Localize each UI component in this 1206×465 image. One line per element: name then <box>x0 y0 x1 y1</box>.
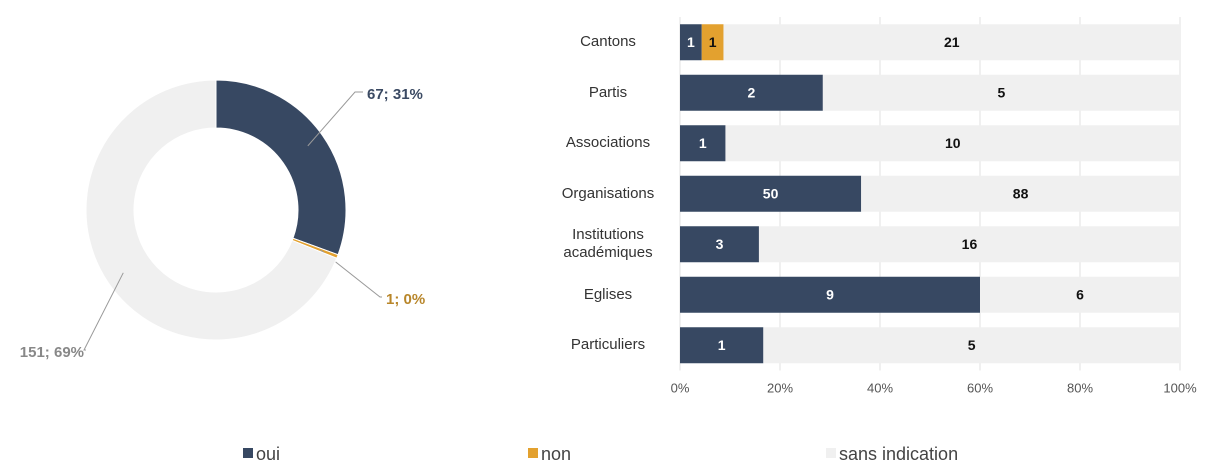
data-label: 3 <box>716 236 724 252</box>
data-label: 67; 31% <box>367 86 423 103</box>
bar-segment <box>980 276 1180 313</box>
bar-segment <box>763 327 1180 364</box>
bar-segment <box>680 74 823 111</box>
y-tick-label: Partis <box>588 83 628 101</box>
x-tick-label: 20% <box>767 380 793 395</box>
x-tick-label: 100% <box>1163 380 1197 395</box>
legend-label: oui <box>256 444 280 464</box>
bar-segment <box>861 175 1180 212</box>
data-label: 1; 0% <box>386 291 425 308</box>
bar-segment <box>725 125 1180 162</box>
bar-segment <box>680 125 726 162</box>
y-tick-label: Institutions académiques <box>563 226 653 262</box>
x-tick-label: 40% <box>867 380 893 395</box>
y-tick-label: Particuliers <box>570 336 646 354</box>
bar-segment <box>680 175 862 212</box>
data-label: 1 <box>699 135 707 151</box>
data-label: 151; 69% <box>20 344 84 361</box>
data-label: 2 <box>748 84 756 100</box>
y-tick-label: Cantons <box>580 33 636 51</box>
bar-segment <box>680 276 980 313</box>
x-tick-label: 80% <box>1067 380 1093 395</box>
x-tick-label: 60% <box>967 380 993 395</box>
legend-label: sans indication <box>839 444 958 464</box>
legend-label: non <box>541 444 571 464</box>
legend-swatch <box>528 448 538 458</box>
data-label: 16 <box>962 236 978 252</box>
data-label: 21 <box>944 34 960 50</box>
y-tick-label: Associations <box>565 134 651 152</box>
data-label: 10 <box>945 135 961 151</box>
bar-segment <box>758 226 1180 263</box>
leader-line <box>307 91 363 147</box>
y-tick-label: Eglises <box>583 285 633 303</box>
data-label: 88 <box>1013 185 1029 201</box>
data-label: 1 <box>709 34 717 50</box>
bar-segment <box>680 226 759 263</box>
data-label: 1 <box>718 337 726 353</box>
leader-line <box>320 249 382 298</box>
data-label: 50 <box>763 185 779 201</box>
bar-segment <box>701 24 724 61</box>
bar-segment <box>822 74 1180 111</box>
data-label: 1 <box>687 34 695 50</box>
data-label: 6 <box>1076 286 1084 302</box>
donut-slice <box>215 79 347 256</box>
bar-segment <box>680 24 702 61</box>
y-tick-label: Organisations <box>561 184 655 202</box>
data-label: 5 <box>998 84 1006 100</box>
donut-slice <box>85 79 338 341</box>
bar-segment <box>680 327 764 364</box>
bar-segment <box>723 24 1180 61</box>
x-tick-label: 0% <box>671 380 690 395</box>
data-label: 5 <box>968 337 976 353</box>
legend-swatch <box>826 448 836 458</box>
leader-line <box>83 272 124 351</box>
legend-swatch <box>243 448 253 458</box>
data-label: 9 <box>826 286 834 302</box>
